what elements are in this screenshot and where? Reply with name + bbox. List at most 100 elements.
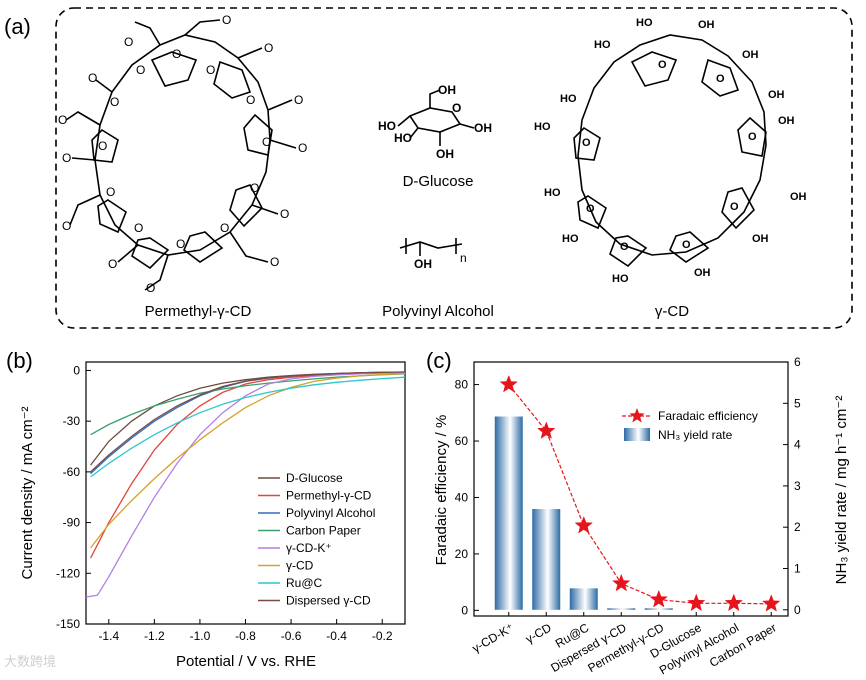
svg-text:O: O: [620, 241, 629, 253]
svg-text:O: O: [270, 255, 279, 269]
gamma-cd-structure: [573, 34, 767, 268]
svg-text:OH: OH: [436, 147, 454, 161]
fe-star: [724, 593, 743, 612]
pva-caption: Polyvinyl Alcohol: [382, 303, 494, 320]
svg-text:O: O: [298, 141, 307, 155]
right-tick-label: 2: [794, 520, 801, 534]
svg-text:O: O: [206, 63, 215, 77]
fe-right-ticks: 0 1 2 3 4 5 6: [783, 355, 801, 617]
x-tick-label: -0.8: [235, 629, 256, 643]
legend-label-pva: Polyvinyl Alcohol: [286, 506, 375, 520]
legend-label-carbon: Carbon Paper: [286, 524, 361, 538]
yield-bar: [644, 608, 673, 610]
panel-c-label: (c): [426, 348, 452, 373]
yield-bars: [494, 416, 673, 610]
fe-star: [499, 374, 518, 393]
x-tick-label: -0.2: [372, 629, 393, 643]
svg-text:O: O: [146, 281, 155, 295]
svg-text:O: O: [88, 71, 97, 85]
right-tick-label: 1: [794, 562, 801, 576]
svg-text:HO: HO: [560, 93, 577, 105]
svg-text:O: O: [136, 63, 145, 77]
svg-text:HO: HO: [612, 273, 629, 285]
curve-gcd_k: [86, 371, 405, 598]
svg-text:OH: OH: [694, 267, 711, 279]
d-glucose-caption: D-Glucose: [403, 173, 474, 190]
svg-text:O: O: [716, 73, 725, 85]
left-tick-label: 80: [455, 378, 469, 392]
lsv-x-axis-label: Potential / V vs. RHE: [176, 653, 316, 670]
lsv-legend: D-Glucose Permethyl-γ-CD Polyvinyl Alcohol…: [258, 471, 375, 608]
gamma-cd-labels: HO HO OH OH OH OH OH OH OH HO HO HO HO H…: [534, 17, 807, 285]
y-tick-label: -150: [56, 617, 80, 631]
fe-left-axis-label: Faradaic efficiency / %: [433, 415, 450, 566]
right-tick-label: 0: [794, 603, 801, 617]
x-tick-label: -1.4: [98, 629, 119, 643]
svg-text:O: O: [108, 257, 117, 271]
svg-text:O: O: [106, 185, 115, 199]
legend-label-gcd_k: γ-CD-K⁺: [286, 541, 332, 555]
svg-text:OH: OH: [438, 83, 456, 97]
svg-text:O: O: [176, 237, 185, 251]
svg-text:O: O: [246, 93, 255, 107]
panel-b-label: (b): [6, 348, 33, 373]
svg-text:OH: OH: [742, 49, 759, 61]
lsv-x-ticks: -1.4 -1.2 -1.0 -0.8 -0.6 -0.4 -0.2: [98, 619, 393, 643]
d-glucose-labels: OH O HO HO OH OH: [378, 83, 492, 161]
fe-star: [762, 594, 781, 612]
svg-text:O: O: [586, 203, 595, 215]
y-tick-label: 0: [73, 363, 80, 377]
svg-text:HO: HO: [594, 39, 611, 51]
y-tick-label: -90: [63, 516, 81, 530]
fe-star: [687, 593, 706, 612]
svg-text:HO: HO: [562, 233, 579, 245]
fe-left-ticks: 0 20 40 60 80: [455, 378, 479, 617]
svg-text:OH: OH: [790, 191, 807, 203]
svg-text:O: O: [264, 41, 273, 55]
panel-b: (b) -1.4 -1.2 -1.0 -0.8 -0.6 -0.4 -0.2 0 -30 -60…: [6, 348, 406, 670]
svg-text:O: O: [134, 221, 143, 235]
right-tick-label: 3: [794, 479, 801, 493]
lsv-y-ticks: 0 -30 -60 -90 -120 -150: [56, 363, 91, 631]
svg-text:O: O: [62, 151, 71, 165]
svg-text:OH: OH: [698, 19, 715, 31]
legend-fe-star: [629, 408, 645, 423]
left-tick-label: 0: [461, 603, 468, 617]
yield-bar: [494, 416, 523, 610]
yield-bar: [532, 509, 561, 610]
fe-legend: Faradaic efficiency NH₃ yield rate: [622, 408, 758, 442]
category-label: γ-CD: [523, 620, 554, 646]
x-tick-label: -1.0: [190, 629, 211, 643]
legend-label-d_glucose: D-Glucose: [286, 471, 343, 485]
watermark: 大数跨境: [4, 654, 56, 669]
y-tick-label: -30: [63, 414, 81, 428]
panel-a-label: (a): [4, 14, 31, 39]
curve-dispersed: [90, 371, 405, 473]
svg-text:O: O: [280, 207, 289, 221]
svg-text:O: O: [262, 135, 271, 149]
y-tick-label: -60: [63, 465, 81, 479]
right-tick-label: 6: [794, 355, 801, 369]
fe-star: [537, 421, 556, 439]
curve-pva: [90, 371, 405, 475]
fe-star: [649, 589, 668, 608]
legend-bar-label: NH₃ yield rate: [658, 428, 733, 442]
svg-text:O: O: [172, 47, 181, 61]
pva-hydroxyl: OH: [414, 257, 432, 271]
legend-label-gcd: γ-CD: [286, 559, 314, 573]
permethyl-oxygen-labels: O O O O O O O O O O O O O O O O O O O O …: [58, 13, 307, 295]
svg-text:O: O: [98, 139, 107, 153]
yield-bar: [607, 608, 636, 610]
svg-text:O: O: [62, 219, 71, 233]
x-tick-label: -0.6: [281, 629, 302, 643]
svg-text:OH: OH: [768, 89, 785, 101]
svg-text:HO: HO: [378, 119, 396, 133]
yield-bar: [569, 588, 598, 610]
svg-text:HO: HO: [544, 187, 561, 199]
panel-c: (c) 0 20 40 60 80 0 1 2 3 4 5 6 γ-CD-K⁺ γ-CD Ru@CDis…: [426, 348, 850, 677]
svg-text:O: O: [682, 239, 691, 251]
svg-text:O: O: [220, 221, 229, 235]
legend-fe-label: Faradaic efficiency: [658, 409, 758, 423]
svg-text:OH: OH: [778, 115, 795, 127]
curve-ruc: [90, 376, 405, 478]
